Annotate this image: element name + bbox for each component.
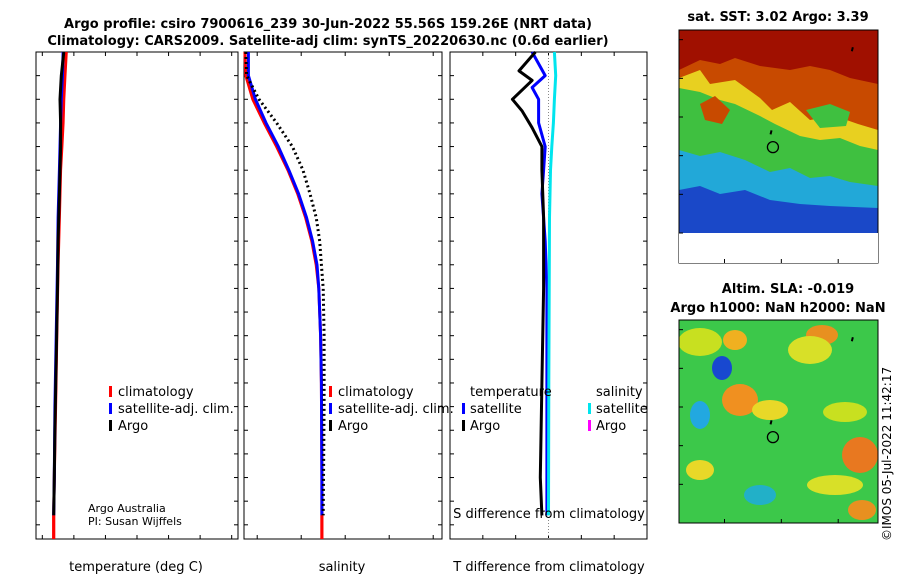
sst-green-patch	[806, 104, 850, 128]
legend-satellite-label: satellite-adj. clim.	[118, 402, 234, 417]
difference-legend: temperature satellite Argo salinity sate…	[462, 385, 648, 434]
sla-low-2	[690, 401, 710, 429]
legend2-climatology-label: climatology	[338, 385, 414, 400]
argo-location-marker	[766, 431, 780, 444]
credit-line1: Argo Australia	[88, 502, 166, 515]
sla-map	[679, 320, 878, 523]
sla-frame	[678, 319, 879, 524]
temperature-axis-label: temperature (deg C)	[69, 560, 203, 575]
series-line-argo	[52, 51, 66, 516]
legend3-s-argo-swatch	[588, 420, 591, 431]
sla-blob-4	[788, 336, 832, 364]
argo-track-mark	[850, 337, 854, 342]
series-line-argo	[244, 51, 326, 516]
argo-track-mark	[769, 130, 773, 135]
sla-low-3	[744, 485, 776, 505]
sla-low-1	[712, 356, 732, 380]
s-difference-axis-label: S difference from climatology	[453, 507, 645, 522]
legend3-s-satellite-swatch	[588, 403, 591, 414]
sla-high-2	[842, 437, 878, 473]
series-line-t-satellite	[530, 51, 549, 516]
legend-argo-swatch	[109, 420, 112, 431]
legend3-t-argo-swatch	[462, 420, 465, 431]
legend3-t-satellite-swatch	[462, 403, 465, 414]
temperature-panel-frame	[35, 51, 239, 540]
legend3-s-satellite-label: satellite	[596, 402, 648, 417]
sst-axes	[679, 39, 854, 263]
sla-title-line1: Altim. SLA: -0.019	[722, 282, 854, 297]
legend3-s-argo-label: Argo	[596, 419, 626, 434]
legend-argo-label: Argo	[118, 419, 148, 434]
sst-blue-band	[679, 186, 878, 233]
legend2-argo-label: Argo	[338, 419, 368, 434]
sst-map	[679, 30, 878, 233]
legend2-satellite-swatch	[329, 403, 332, 414]
title-line1: Argo profile: csiro 7900616_239 30-Jun-2…	[64, 17, 592, 32]
sst-warm-patch	[700, 96, 730, 124]
sla-high-1	[722, 384, 758, 416]
series-line-t-argo	[510, 51, 546, 516]
credit-line2: PI: Susan Wijffels	[88, 515, 182, 528]
sla-blob-6	[823, 402, 867, 422]
argo-track-mark	[850, 47, 854, 52]
legend-climatology-swatch	[109, 386, 112, 397]
sst-empty-area	[679, 233, 878, 263]
title-line2: Climatology: CARS2009. Satellite-adj cli…	[47, 34, 608, 49]
salinity-panel-frame	[243, 51, 443, 540]
difference-plot	[450, 51, 647, 539]
sla-blob-7	[686, 460, 714, 480]
legend3-temperature-title: temperature	[470, 385, 552, 400]
legend-climatology-label: climatology	[118, 385, 194, 400]
sla-title-line2: Argo h1000: NaN h2000: NaN	[670, 301, 885, 316]
argo-track-mark	[769, 420, 773, 425]
watermark: ©IMOS 05-Jul-2022 11:42:17	[880, 367, 894, 541]
series-line-satellite-adj-clim-	[246, 52, 324, 516]
sla-blob-1	[679, 328, 722, 356]
salinity-legend: climatology satellite-adj. clim. Argo	[329, 385, 454, 434]
legend3-salinity-title: salinity	[596, 385, 643, 400]
legend2-satellite-label: satellite-adj. clim.	[338, 402, 454, 417]
sla-axes	[679, 329, 854, 524]
legend2-climatology-swatch	[329, 386, 332, 397]
sst-title: sat. SST: 3.02 Argo: 3.39	[687, 10, 868, 25]
salinity-axis-label: salinity	[319, 560, 366, 575]
temperature-legend: climatology satellite-adj. clim. Argo	[109, 385, 234, 434]
legend2-argo-swatch	[329, 420, 332, 431]
legend3-t-satellite-label: satellite	[470, 402, 522, 417]
sla-blob-2	[723, 330, 747, 350]
legend-satellite-swatch	[109, 403, 112, 414]
salinity-plot	[243, 51, 442, 539]
t-difference-axis-label: T difference from climatology	[452, 560, 645, 575]
legend3-t-argo-label: Argo	[470, 419, 500, 434]
sla-blob-8	[807, 475, 863, 495]
sla-blob-5	[752, 400, 788, 420]
sla-high-3	[848, 500, 876, 520]
temperature-plot	[36, 51, 238, 539]
series-line-s-satellite	[547, 51, 558, 516]
argo-location-marker	[766, 141, 780, 154]
